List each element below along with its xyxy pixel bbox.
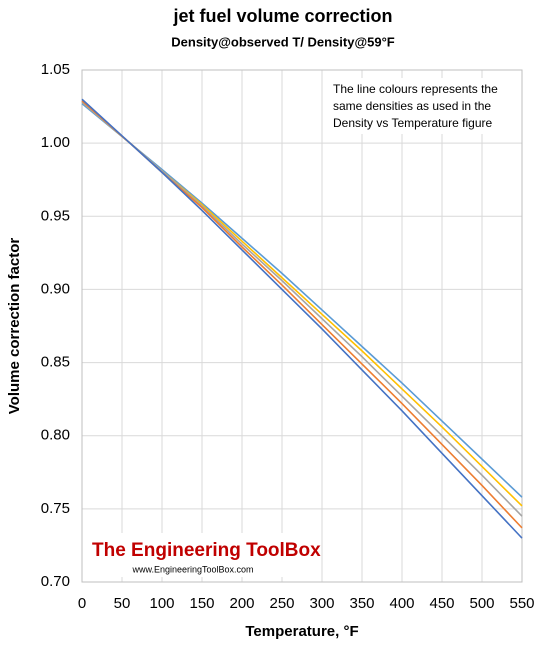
chart-subtitle: Density@observed T/ Density@59°F: [171, 34, 395, 49]
x-tick-label: 550: [509, 595, 534, 612]
y-tick-label: 0.90: [41, 280, 70, 297]
x-tick-label: 50: [114, 595, 131, 612]
watermark-box: [85, 533, 290, 577]
x-tick-label: 400: [389, 595, 414, 612]
annotation-text: same densities as used in the: [333, 99, 491, 113]
data-line: [81, 101, 523, 517]
chart-title: jet fuel volume correction: [172, 6, 392, 26]
x-tick-label: 300: [309, 595, 334, 612]
y-tick-label: 1.00: [41, 134, 70, 151]
x-tick-label: 350: [349, 595, 374, 612]
data-line: [81, 103, 523, 498]
x-tick-label: 450: [429, 595, 454, 612]
x-axis-label: Temperature, °F: [245, 623, 358, 640]
data-line: [81, 100, 523, 529]
y-tick-label: 0.75: [41, 500, 70, 517]
data-line: [81, 98, 523, 539]
y-axis-label: Volume correction factor: [6, 238, 23, 415]
y-tick-label: 0.80: [41, 427, 70, 444]
x-tick-label: 500: [469, 595, 494, 612]
y-tick-label: 0.85: [41, 354, 70, 371]
annotation-box: [325, 78, 515, 134]
x-tick-label: 100: [149, 595, 174, 612]
plot-border: [81, 69, 523, 583]
x-tick-label: 200: [229, 595, 254, 612]
watermark-title: The Engineering ToolBox: [92, 540, 321, 561]
y-tick-label: 0.95: [41, 207, 70, 224]
annotation-text: The line colours represents the: [333, 82, 498, 96]
x-tick-label: 0: [78, 595, 86, 612]
x-tick-label: 250: [269, 595, 294, 612]
x-tick-label: 150: [189, 595, 214, 612]
y-tick-label: 1.05: [41, 61, 70, 78]
watermark-url: www.EngineeringToolBox.com: [131, 564, 253, 574]
y-tick-label: 0.70: [41, 573, 70, 590]
annotation-text: Density vs Temperature figure: [333, 116, 493, 130]
